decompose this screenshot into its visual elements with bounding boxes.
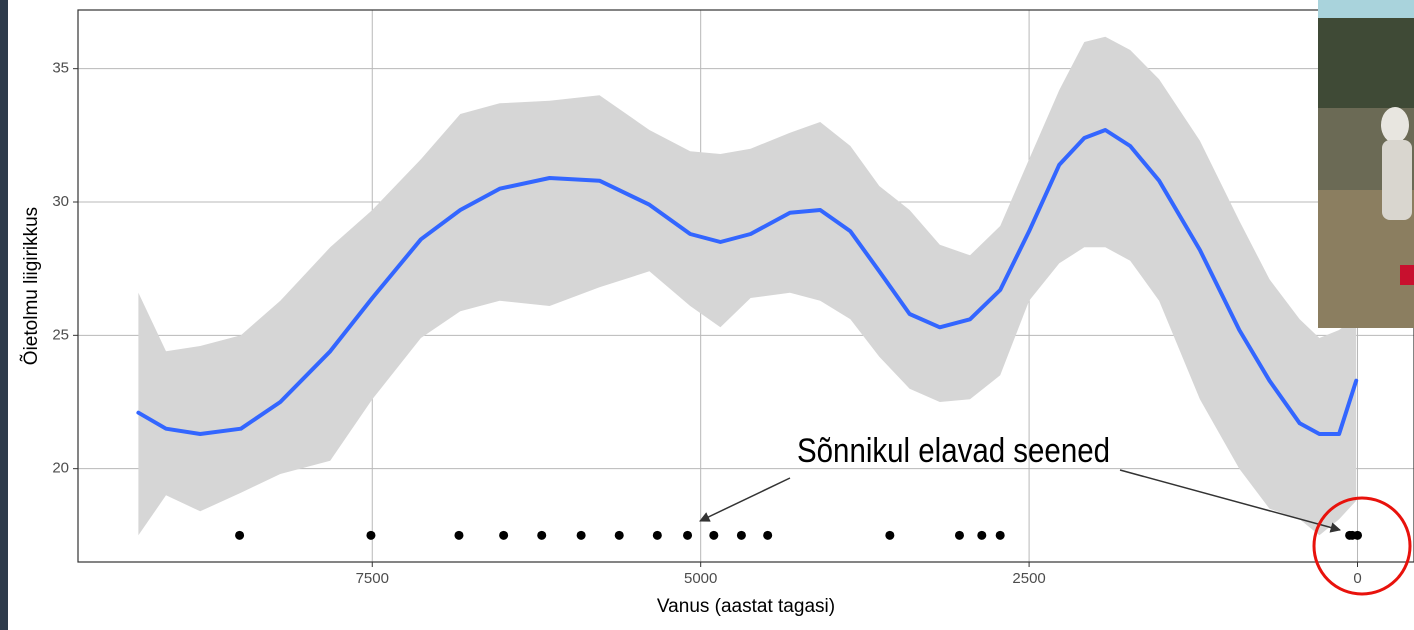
data-point	[537, 531, 546, 540]
data-point	[366, 531, 375, 540]
photo	[1318, 0, 1414, 328]
y-tick-label: 20	[52, 460, 69, 477]
data-point	[885, 531, 894, 540]
y-tick-label: 35	[52, 60, 69, 77]
data-point	[499, 531, 508, 540]
confidence-band	[138, 37, 1356, 536]
chart: 7500 5000 2500 0 20 25 30 35 Vanus (aastat taga…	[0, 0, 1414, 630]
y-tick-label: 30	[52, 193, 69, 210]
marks	[138, 37, 1362, 540]
data-point	[955, 531, 964, 540]
data-point	[454, 531, 463, 540]
data-point	[577, 531, 586, 540]
annotation: Sõnnikul elavad seened	[797, 432, 1110, 470]
y-tick-label: 25	[52, 326, 69, 343]
data-point	[996, 531, 1005, 540]
data-point	[653, 531, 662, 540]
y-axis-title: Õietolmu liigirikkus	[20, 207, 42, 365]
x-axis-title: Vanus (aastat tagasi)	[657, 596, 835, 617]
x-tick-label: 5000	[684, 570, 717, 587]
x-tick-label: 7500	[356, 570, 389, 587]
x-tick-label: 2500	[1012, 570, 1045, 587]
data-point	[1353, 531, 1362, 540]
data-point	[977, 531, 986, 540]
data-point	[737, 531, 746, 540]
highlight-circle	[1314, 498, 1410, 594]
slide-edge	[0, 0, 8, 630]
data-point	[235, 531, 244, 540]
annotation-arrow	[700, 478, 790, 521]
data-point	[683, 531, 692, 540]
data-point	[709, 531, 718, 540]
x-tick-label: 0	[1353, 570, 1361, 587]
page: {"chart_data": { "type": "line", "x_labe…	[0, 0, 1414, 630]
data-point	[615, 531, 624, 540]
data-point	[763, 531, 772, 540]
